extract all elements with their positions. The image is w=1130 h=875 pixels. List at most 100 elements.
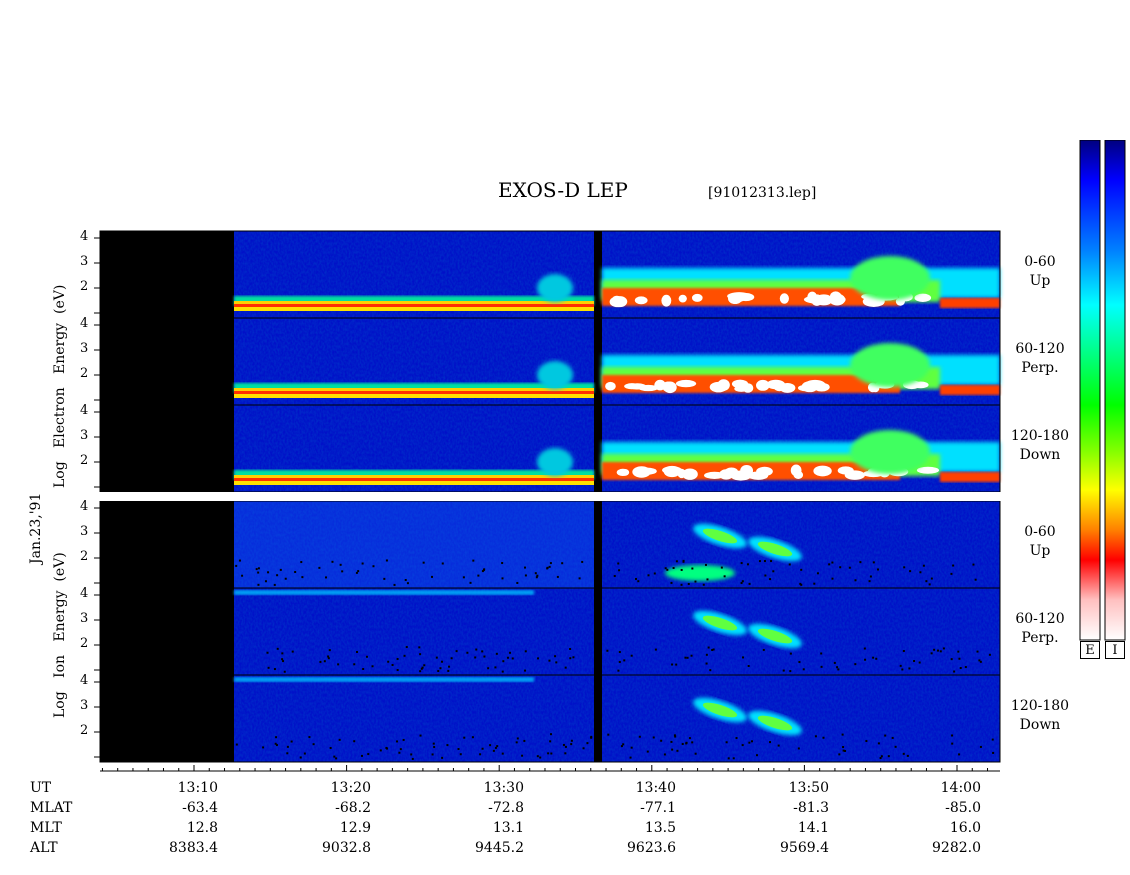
- noise-dot: [472, 559, 475, 562]
- noise-dot: [872, 656, 875, 659]
- noise-dot: [777, 744, 780, 747]
- ytick-label: 4: [80, 673, 89, 688]
- noise-dot: [841, 733, 844, 736]
- panel-angle-label: 0-60 Up: [1024, 254, 1056, 289]
- noise-dot: [447, 669, 450, 672]
- noise-dot: [241, 574, 244, 577]
- data-gap: [594, 675, 602, 762]
- noise-dot: [264, 580, 267, 583]
- ephemeris-value: 12.9: [339, 820, 371, 836]
- noise-dot: [617, 562, 620, 565]
- ephemeris-value: 13.1: [492, 820, 524, 836]
- noise-dot: [564, 745, 567, 748]
- ephemeris-value: 13:20: [330, 780, 371, 796]
- noise-dot: [720, 566, 723, 569]
- ion-dispersion-core: [757, 628, 793, 644]
- noise-dot: [432, 742, 435, 745]
- noise-dot: [356, 650, 359, 653]
- noise-dot: [281, 652, 284, 655]
- panel-angle-label: 60-120 Perp.: [1015, 341, 1065, 376]
- noise-dot: [564, 752, 567, 755]
- noise-dot: [282, 660, 285, 663]
- noise-dot: [536, 574, 539, 577]
- noise-dot: [902, 752, 905, 755]
- noise-dot: [674, 735, 677, 738]
- noise-dot: [481, 747, 484, 750]
- noise-dot: [303, 752, 306, 755]
- noise-dot: [634, 577, 637, 580]
- noise-dot: [673, 734, 676, 737]
- noise-dot: [387, 660, 390, 663]
- noise-dot: [670, 740, 673, 743]
- ion-dispersion-core: [702, 615, 738, 631]
- noise-dot: [747, 665, 750, 668]
- flux-peak: [814, 294, 833, 306]
- noise-texture: [234, 501, 1000, 588]
- ephemeris-value: -81.3: [793, 800, 829, 816]
- noise-dot: [833, 661, 836, 664]
- no-data-region: [100, 501, 234, 588]
- noise-dot: [618, 569, 621, 572]
- noise-dot: [988, 653, 991, 656]
- noise-dot: [353, 740, 356, 743]
- noise-dot: [979, 745, 982, 748]
- noise-dot: [357, 570, 360, 573]
- noise-dot: [419, 670, 422, 673]
- noise-dot: [653, 572, 656, 575]
- flux-peak: [661, 294, 672, 307]
- noise-dot: [976, 650, 979, 653]
- noise-dot: [652, 736, 655, 739]
- noise-dot: [495, 652, 498, 655]
- ephemeris-row-label: UT: [30, 780, 52, 796]
- band-red: [234, 391, 594, 394]
- noise-dot: [549, 740, 552, 743]
- noise-dot: [524, 574, 527, 577]
- noise-dot: [284, 577, 287, 580]
- noise-dot: [671, 663, 674, 666]
- noise-dot: [828, 563, 831, 566]
- electron-axis-label: Log Electron Energy (eV): [52, 284, 68, 488]
- flux-peak: [724, 467, 738, 476]
- noise-dot: [707, 646, 710, 649]
- noise-dot: [441, 562, 444, 565]
- noise-dot: [950, 658, 953, 661]
- noise-dot: [516, 581, 519, 584]
- noise-dot: [769, 578, 772, 581]
- noise-dot: [691, 567, 694, 570]
- noise-dot: [403, 654, 406, 657]
- noise-dot: [477, 574, 480, 577]
- noise-dot: [646, 750, 649, 753]
- ephemeris-value: -77.1: [640, 800, 676, 816]
- noise-dot: [899, 664, 902, 667]
- no-data-region: [100, 675, 234, 762]
- ytick-label: 2: [80, 279, 89, 294]
- panel-angle-label: 120-180 Down: [1010, 428, 1070, 463]
- noise-dot: [286, 745, 289, 748]
- noise-dot: [459, 753, 462, 756]
- noise-dot: [420, 667, 423, 670]
- ephemeris-value: 13:10: [177, 780, 218, 796]
- feature-blob-right: [850, 343, 930, 387]
- noise-dot: [598, 753, 601, 756]
- noise-dot: [837, 668, 840, 671]
- noise-dot: [431, 575, 434, 578]
- noise-dot: [494, 746, 497, 749]
- noise-dot: [925, 580, 928, 583]
- colorbar-ion: [1104, 140, 1126, 641]
- noise-dot: [421, 666, 424, 669]
- noise-dot: [894, 745, 897, 748]
- noise-dot: [922, 564, 925, 567]
- panel-border: [99, 674, 1001, 763]
- flux-peak: [914, 293, 932, 303]
- noise-dot: [952, 564, 955, 567]
- noise-dot: [423, 664, 426, 667]
- ephemeris-value: 13:40: [635, 780, 676, 796]
- noise-dot: [690, 654, 693, 657]
- noise-dot: [402, 738, 405, 741]
- band-yellow-low: [234, 394, 594, 398]
- noise-dot: [274, 742, 277, 745]
- noise-dot: [762, 648, 765, 651]
- noise-dot: [385, 559, 388, 562]
- noise-dot: [685, 741, 688, 744]
- noise-dot: [694, 580, 697, 583]
